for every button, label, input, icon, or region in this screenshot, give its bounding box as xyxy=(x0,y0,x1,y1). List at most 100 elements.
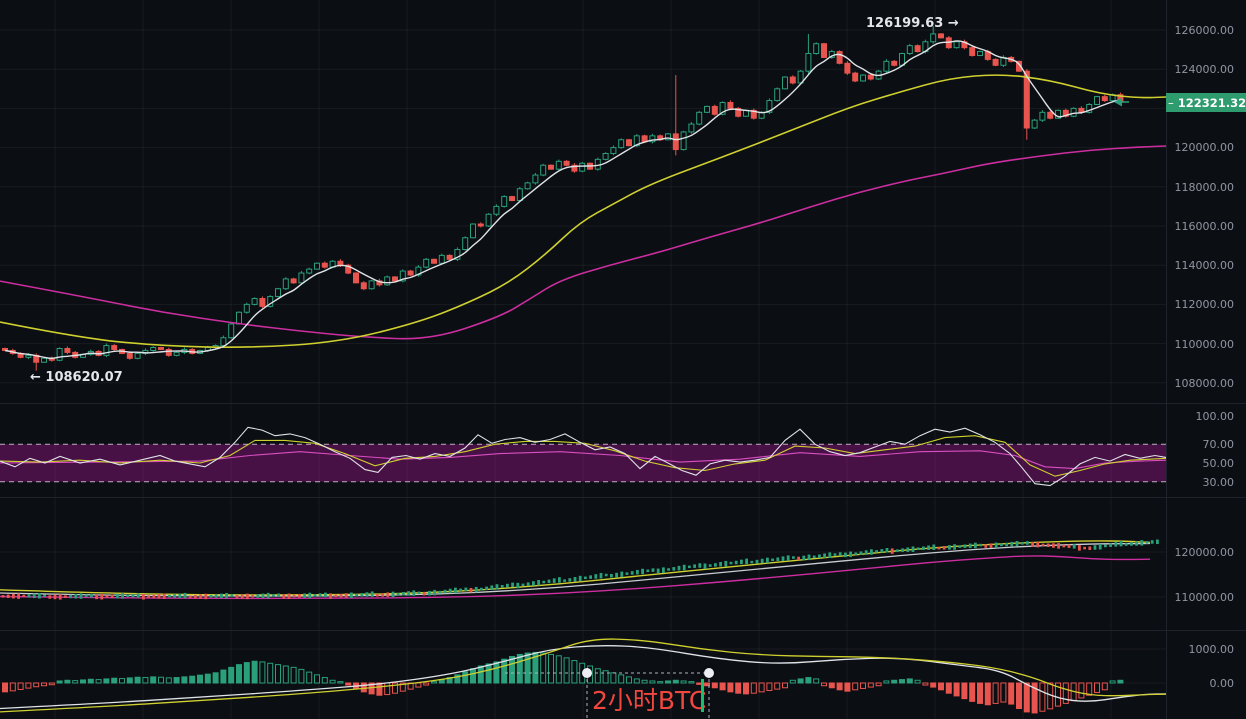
candle-body-up xyxy=(501,196,508,207)
macd-hist-bar xyxy=(376,682,383,696)
macd-hist-bar xyxy=(1101,682,1108,691)
mini-candle xyxy=(105,595,109,598)
mini-candle xyxy=(199,594,202,599)
mini-candle xyxy=(948,545,951,550)
macd-hist-bar xyxy=(633,678,640,684)
mini-candle xyxy=(1130,542,1133,546)
candle-body-down xyxy=(914,45,921,53)
mini-candle xyxy=(131,593,135,598)
macd-hist-bar xyxy=(103,678,110,684)
candle-body-up xyxy=(56,348,63,361)
mini-candle xyxy=(542,580,546,584)
macd-hist-bar xyxy=(119,678,125,684)
candle-body-down xyxy=(1047,111,1054,119)
mini-candle xyxy=(870,549,873,555)
macd-hist-bar xyxy=(594,668,601,684)
mini-candle xyxy=(1067,544,1071,548)
macd-hist-bar xyxy=(524,652,531,684)
candle-body-up xyxy=(766,100,773,113)
mini-candle xyxy=(750,560,754,564)
candle-body-up xyxy=(1086,103,1093,113)
current-price-arrow-icon xyxy=(1114,97,1122,107)
macd-hist-bar xyxy=(1109,680,1116,684)
selection-handle-right[interactable] xyxy=(704,668,714,678)
mini-candle xyxy=(781,556,785,561)
candle-body-up xyxy=(602,152,609,160)
candle-body-down xyxy=(836,51,843,64)
macd-hist-bar xyxy=(649,680,656,684)
macd-hist-bar xyxy=(672,679,679,684)
mini-candle xyxy=(1140,540,1144,546)
candle-body-up xyxy=(150,347,157,351)
macd-hist-bar xyxy=(977,682,983,704)
mini-candle xyxy=(287,593,291,600)
price-scale[interactable]: 126000.00 124000.00 120000.00 118000.00 … xyxy=(1166,0,1246,719)
axis-tick: 110000.00 xyxy=(1174,591,1235,604)
mini-candle xyxy=(1015,540,1019,547)
macd-hist-bar xyxy=(236,664,242,684)
mini-candle xyxy=(95,594,98,600)
mini-candle xyxy=(334,594,338,598)
candle-body-up xyxy=(665,133,671,141)
macd-hist-bar xyxy=(1000,682,1007,703)
mini-candle xyxy=(864,550,868,555)
macd-hist-bar xyxy=(1031,682,1038,714)
mini-candle xyxy=(807,554,811,561)
macd-hist-bar xyxy=(680,680,687,684)
selection-handle-left[interactable] xyxy=(582,668,592,678)
mini-candle xyxy=(1052,543,1055,548)
mini-candle xyxy=(480,587,483,591)
mini-candle xyxy=(1104,544,1107,548)
mini-candle xyxy=(152,594,156,599)
candle-body-down xyxy=(431,258,437,264)
mini-candle xyxy=(880,549,884,553)
macd-hist-bar xyxy=(158,676,164,684)
mini-candle xyxy=(464,587,468,592)
mini-candle xyxy=(188,595,192,599)
text-cursor xyxy=(701,679,704,712)
macd-hist-bar xyxy=(509,655,515,684)
mini-candle xyxy=(454,587,457,594)
mini-candle xyxy=(844,552,847,558)
mini-candle xyxy=(396,592,400,596)
macd-hist-bar xyxy=(1062,682,1069,704)
mini-candle xyxy=(641,568,644,575)
macd-hist-bar xyxy=(875,682,882,687)
macd-hist-bar xyxy=(134,676,141,684)
marked-high-label: 126199.63 → xyxy=(866,16,959,31)
mini-candle xyxy=(651,568,655,572)
mini-candle xyxy=(547,579,551,584)
macd-hist-bar xyxy=(571,660,578,684)
mini-candle xyxy=(729,561,733,565)
candle-body-down xyxy=(821,43,827,58)
mini-candle xyxy=(558,577,561,583)
mini-candle xyxy=(859,551,863,555)
macd-hist-bar xyxy=(282,665,289,684)
candle-body-down xyxy=(477,223,484,227)
mini-candle xyxy=(344,593,348,598)
candle-body-up xyxy=(1070,107,1077,117)
macd-hist-bar xyxy=(41,682,47,687)
macd-hist-bar xyxy=(220,669,227,684)
mini-candle xyxy=(74,594,78,599)
macd-hist-bar xyxy=(228,666,235,684)
candle-body-down xyxy=(1023,70,1030,129)
mini-candle xyxy=(292,594,296,598)
mini-candle xyxy=(246,593,249,600)
mini-candle xyxy=(776,557,780,561)
text-annotation-input[interactable]: 2小时BTC xyxy=(592,686,707,715)
macd-hist-bar xyxy=(641,679,648,684)
macd-hist-bar xyxy=(470,668,476,684)
mini-candle xyxy=(313,594,317,597)
mini-candle xyxy=(1031,542,1034,547)
mini-candle xyxy=(818,554,821,558)
current-price-value: 122321.32 xyxy=(1177,95,1246,110)
mini-candle xyxy=(110,594,114,599)
macd-hist-bar xyxy=(626,676,632,684)
mini-candle xyxy=(604,573,608,577)
macd-hist-bar xyxy=(774,682,781,690)
compare-ma-magenta xyxy=(0,555,1151,600)
mini-candle xyxy=(1057,543,1060,549)
